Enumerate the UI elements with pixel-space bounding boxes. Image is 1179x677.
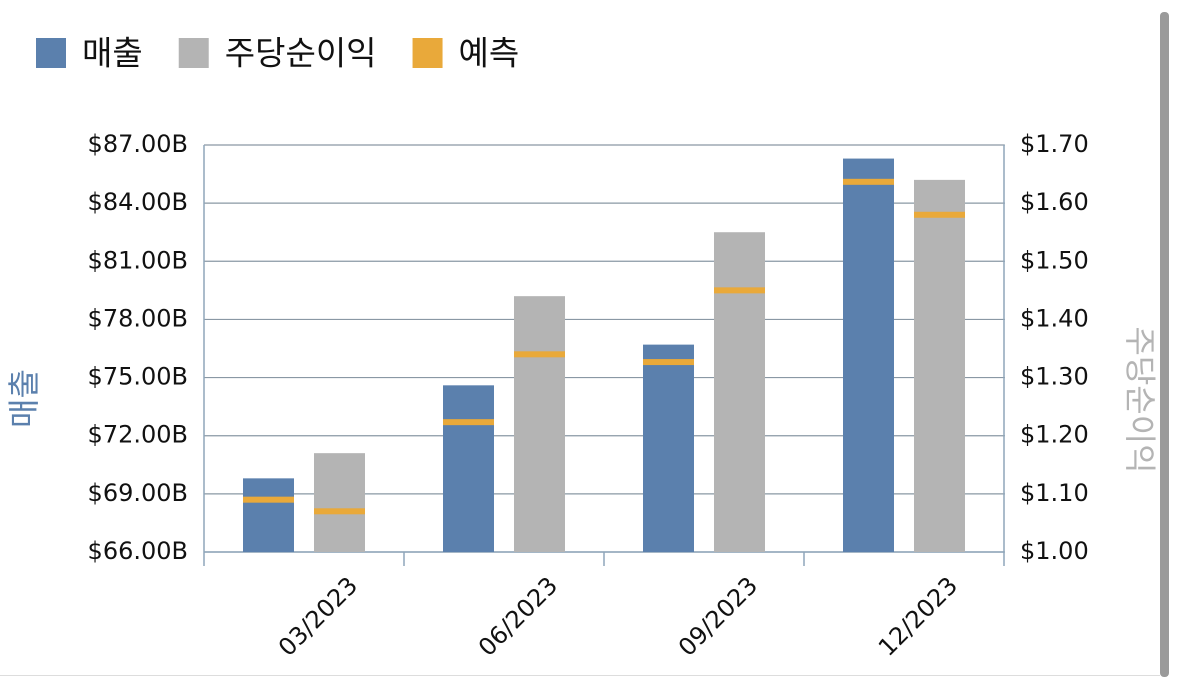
legend-label: 매출 xyxy=(82,34,143,73)
forecast-marker xyxy=(714,287,765,294)
x-tick-label: 06/2023 xyxy=(473,571,563,661)
y-tick-label: $66.00B xyxy=(88,537,188,565)
y-tick-label: $87.00B xyxy=(88,130,188,158)
bar xyxy=(443,385,494,552)
scrollbar[interactable] xyxy=(1160,12,1169,677)
y2-tick-label: $1.30 xyxy=(1020,363,1089,391)
bar xyxy=(914,179,965,552)
legend-swatch xyxy=(36,38,66,68)
bar xyxy=(714,232,765,552)
y-tick-label: $81.00B xyxy=(88,246,188,274)
legend-label: 예측 xyxy=(459,34,520,73)
bar xyxy=(243,478,294,552)
legend-swatch xyxy=(178,38,209,68)
bar xyxy=(643,344,694,552)
y2-tick-label: $1.40 xyxy=(1020,304,1089,332)
y-axis-title: 매출 xyxy=(5,369,43,428)
forecast-marker xyxy=(843,178,894,185)
forecast-marker xyxy=(314,508,365,515)
x-tick-label: 12/2023 xyxy=(873,571,963,661)
bar xyxy=(314,453,365,552)
y2-tick-label: $1.20 xyxy=(1020,421,1089,449)
forecast-marker xyxy=(643,359,694,366)
bar xyxy=(514,296,565,552)
y2-tick-label: $1.50 xyxy=(1020,246,1089,274)
forecast-marker xyxy=(443,419,494,426)
y-tick-label: $84.00B xyxy=(88,188,188,216)
y2-tick-label: $1.70 xyxy=(1020,130,1089,158)
x-tick-label: 03/2023 xyxy=(273,571,363,661)
y2-tick-label: $1.60 xyxy=(1020,188,1089,216)
legend-label: 주당순이익 xyxy=(225,34,377,73)
y-tick-label: $75.00B xyxy=(88,363,188,391)
forecast-marker xyxy=(914,211,965,218)
y-tick-label: $69.00B xyxy=(88,479,188,507)
forecast-marker xyxy=(243,496,294,503)
bar xyxy=(843,158,894,553)
forecast-marker xyxy=(514,351,565,358)
y-tick-label: $78.00B xyxy=(88,304,188,332)
y-tick-label: $72.00B xyxy=(88,421,188,449)
y2-tick-label: $1.00 xyxy=(1020,537,1089,565)
legend-swatch xyxy=(412,38,443,68)
y2-axis-title: 주당순이익 xyxy=(1121,326,1159,473)
y2-tick-label: $1.10 xyxy=(1020,479,1089,507)
x-tick-label: 09/2023 xyxy=(673,571,763,661)
